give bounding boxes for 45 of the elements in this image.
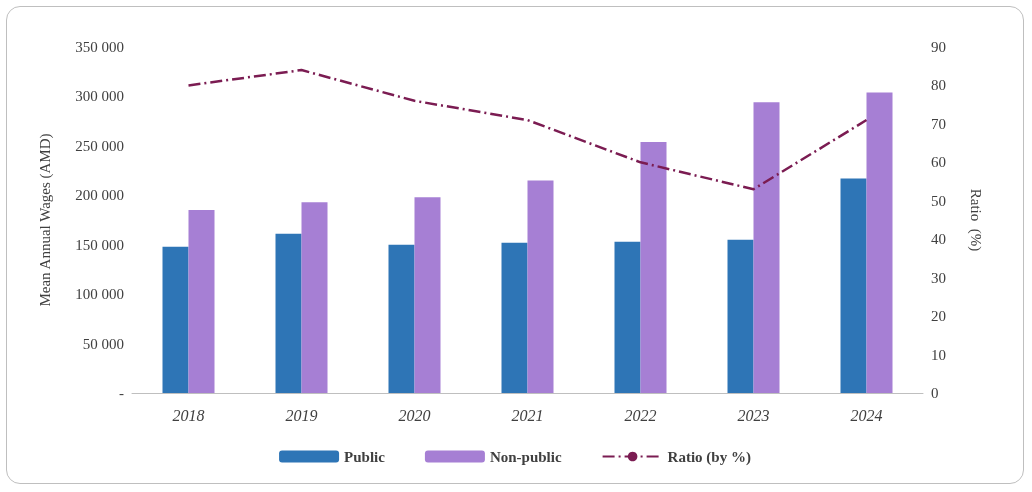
bar [275, 233, 302, 393]
y-tick-label: 300 000 [75, 88, 124, 105]
x-tick-label: 2021 [511, 406, 544, 424]
bar [614, 241, 641, 393]
legend-label: Non-public [489, 448, 562, 465]
x-tick-label: 2022 [624, 406, 657, 424]
y-tick-label: 200 000 [75, 187, 124, 204]
bar [753, 102, 780, 393]
bar [414, 197, 441, 393]
bar [301, 202, 328, 393]
y2-tick-label: 20 [931, 308, 946, 325]
y-tick-label: 150 000 [75, 236, 124, 253]
x-tick-label: 2024 [850, 406, 883, 424]
y-axis-title: Mean Annual Wages (AMD) [36, 133, 54, 307]
legend-label: Public [344, 448, 386, 465]
y-tick-label: 350 000 [75, 39, 124, 55]
y-tick-label: 100 000 [75, 286, 124, 303]
y2-tick-label: 90 [931, 39, 946, 55]
y2-axis-title: Ratio (%) [966, 188, 984, 252]
bar [727, 239, 754, 393]
x-tick-label: 2018 [172, 406, 205, 424]
y2-tick-label: 80 [931, 77, 946, 94]
y2-tick-label: 40 [931, 231, 946, 248]
y2-tick-label: 70 [931, 115, 946, 132]
bar [527, 180, 554, 393]
y2-tick-label: 30 [931, 269, 946, 286]
bar [188, 210, 215, 393]
bar [162, 246, 189, 393]
x-tick-label: 2019 [285, 406, 318, 424]
bar [640, 141, 667, 393]
legend-label: Ratio (by %) [667, 448, 751, 466]
y2-tick-label: 60 [931, 154, 946, 171]
line-series [187, 68, 868, 191]
bar [866, 92, 893, 393]
y-tick-label: 250 000 [75, 137, 124, 154]
y-tick-label: - [119, 385, 124, 401]
bar [501, 242, 528, 393]
x-tick-label: 2023 [737, 406, 770, 424]
y2-tick-label: 50 [931, 192, 946, 209]
bar [388, 244, 415, 393]
x-tick-label: 2020 [398, 406, 431, 424]
y2-tick-label: 0 [931, 385, 939, 401]
y-tick-label: 50 000 [82, 335, 124, 352]
y2-tick-label: 10 [931, 346, 946, 363]
bar [840, 178, 867, 393]
